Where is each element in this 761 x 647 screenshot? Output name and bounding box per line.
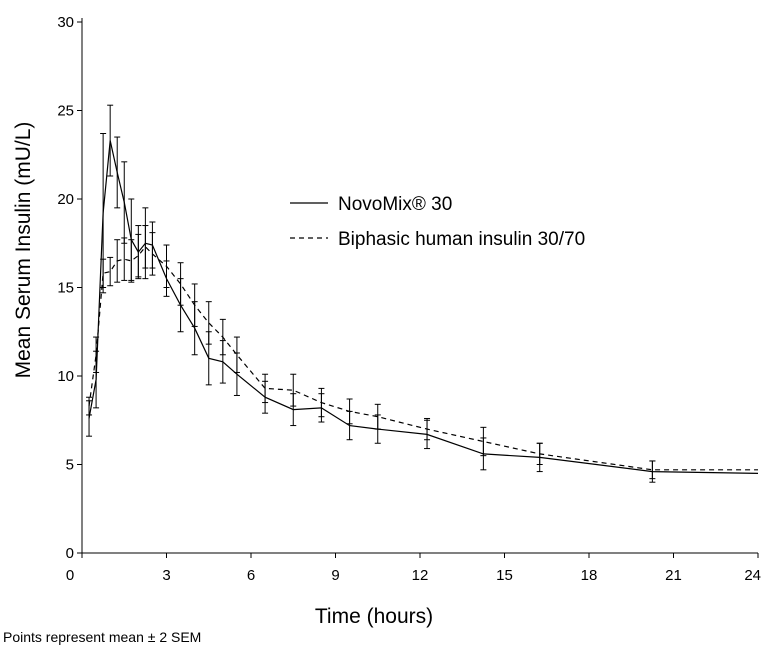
- x-tick-label: 12: [412, 567, 429, 584]
- x-tick-label: 0: [66, 567, 74, 584]
- x-tick-label: 3: [162, 567, 170, 584]
- axes: [81, 18, 758, 554]
- y-tick-label: 20: [57, 191, 74, 208]
- y-tick-label: 5: [66, 457, 74, 474]
- legend-label-biphasic: Biphasic human insulin 30/70: [338, 229, 585, 250]
- y-tick-label: 30: [57, 14, 74, 31]
- series-1: [86, 225, 758, 480]
- x-tick-label: 15: [496, 567, 513, 584]
- legend: NovoMix® 30 Biphasic human insulin 30/70: [290, 194, 585, 250]
- series-0: [86, 104, 759, 483]
- y-tick-label: 10: [57, 368, 74, 385]
- x-tick-label: 9: [331, 567, 339, 584]
- y-tick-label: 15: [57, 280, 74, 297]
- x-tick-label: 6: [247, 567, 255, 584]
- series-line-0: [88, 140, 759, 474]
- x-axis-title: Time (hours): [315, 605, 433, 628]
- y-tick-label: 25: [57, 103, 74, 120]
- series-layer: [86, 104, 759, 483]
- x-tick-label: 24: [744, 567, 761, 584]
- footnote: Points represent mean ± 2 SEM: [3, 629, 201, 645]
- series-line-1: [88, 245, 758, 471]
- legend-label-novomix: NovoMix® 30: [338, 194, 452, 215]
- x-tick-label: 21: [665, 567, 682, 584]
- y-axis-title: Mean Serum Insulin (mU/L): [12, 122, 35, 379]
- y-tick-label: 0: [66, 545, 74, 562]
- x-tick-label: 18: [581, 567, 598, 584]
- tick-labels: 0 5 10 15 20 25 30 0 3 6 9 12 15 18 21 24: [57, 14, 761, 584]
